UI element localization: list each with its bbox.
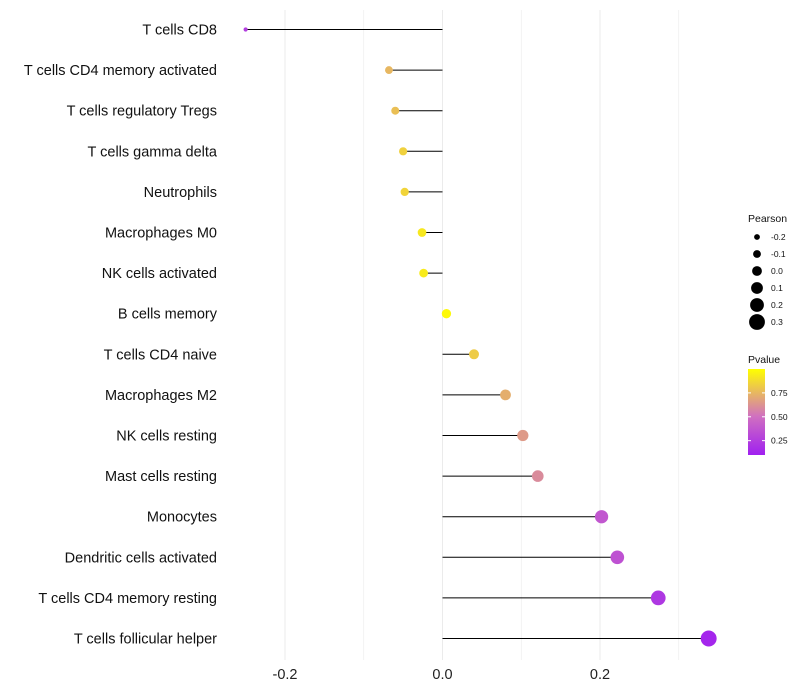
category-label: Monocytes [147, 510, 217, 526]
category-label: NK cells activated [102, 266, 217, 282]
category-label: T cells follicular helper [74, 632, 217, 648]
lollipop-point [610, 550, 625, 565]
size-legend-key [753, 250, 761, 258]
x-axis-ticks: -0.2 0.0 0.2 [273, 667, 611, 683]
x-tick-label: 0.0 [432, 667, 452, 683]
lollipop-point [417, 228, 427, 237]
size-legend-key [754, 234, 760, 240]
lollipop-point [469, 349, 479, 360]
category-label: T cells CD4 memory resting [38, 591, 217, 607]
lollipop-point [391, 106, 400, 115]
size-legend-label: -0.2 [771, 232, 786, 242]
lollipop-point [399, 147, 408, 156]
lollipop-point [517, 429, 529, 442]
lollipop-point [500, 389, 511, 401]
lollipop-point [700, 630, 717, 647]
point-layer [243, 27, 717, 647]
color-legend-title: Pvalue [748, 354, 780, 366]
size-legend-label: -0.1 [771, 249, 786, 259]
color-legend-label: 0.25 [771, 436, 788, 446]
category-label: NK cells resting [116, 429, 217, 445]
size-legend-label: 0.1 [771, 283, 783, 293]
color-legend-label: 0.50 [771, 412, 788, 422]
color-legend-label: 0.75 [771, 388, 788, 398]
lollipop-point [650, 590, 666, 606]
category-label: Macrophages M0 [105, 226, 217, 242]
size-legend-label: 0.2 [771, 300, 783, 310]
grid-layer [284, 10, 680, 660]
size-legend-key [749, 314, 765, 330]
stem-layer [245, 29, 709, 639]
lollipop-point [441, 309, 452, 319]
lollipop-point [385, 66, 393, 75]
size-legend-key [751, 282, 763, 294]
color-legend-bar [748, 369, 765, 455]
size-legend-title: Pearson [748, 213, 787, 225]
x-tick-label: -0.2 [273, 667, 298, 683]
lollipop-point [243, 27, 248, 32]
size-legend-key [750, 298, 764, 312]
category-labels: T cells CD8 T cells CD4 memory activated T… [24, 23, 218, 648]
category-label: Dendritic cells activated [65, 550, 217, 566]
category-label: B cells memory [118, 307, 218, 323]
lollipop-point [419, 268, 428, 278]
color-legend: Pvalue 0.75 0.50 0.25 [748, 354, 788, 455]
category-label: Macrophages M2 [105, 388, 217, 404]
category-label: T cells gamma delta [88, 144, 218, 160]
lollipop-point [594, 510, 609, 524]
category-label: T cells regulatory Tregs [67, 104, 217, 120]
category-label: Mast cells resting [105, 469, 217, 485]
lollipop-point [400, 187, 409, 197]
size-legend-label: 0.0 [771, 266, 783, 276]
category-label: Neutrophils [144, 185, 217, 201]
size-legend: Pearson -0.2 -0.1 0.0 0.1 0.2 0.3 [748, 213, 787, 330]
category-label: T cells CD4 naive [104, 347, 217, 363]
size-legend-key [752, 266, 762, 276]
size-legend-label: 0.3 [771, 317, 783, 327]
x-tick-label: 0.2 [590, 667, 610, 683]
category-label: T cells CD4 memory activated [24, 63, 217, 79]
category-label: T cells CD8 [142, 23, 217, 39]
lollipop-point [531, 470, 544, 482]
